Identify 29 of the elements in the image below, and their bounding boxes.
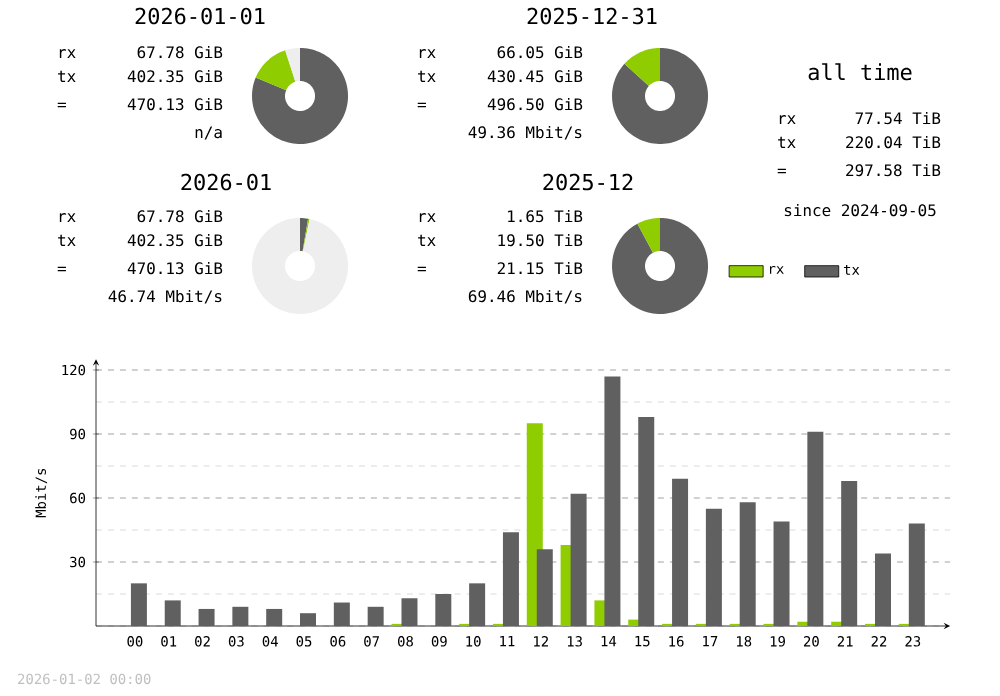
bar [502,532,519,626]
chart-title: 2025-12-31 [527,7,657,25]
bar [300,613,317,626]
bar [367,606,384,626]
bar [232,606,249,626]
bar [739,502,756,626]
chart-title: 2026-01 [181,173,271,191]
bar [130,583,147,626]
bar [164,600,181,626]
bar [435,594,452,626]
bar [266,608,283,626]
bar [841,480,858,626]
bar [807,431,824,626]
chart-title: 2026-01-01 [135,7,265,25]
bar [672,478,689,626]
bar [570,493,587,626]
bar [536,549,553,626]
chart-title: 2025-12 [543,173,633,191]
bar [198,608,215,626]
bar [604,376,621,626]
bar [705,508,722,626]
bar [908,523,925,626]
text: all time [808,63,912,81]
bar [638,416,655,626]
bar [333,602,350,626]
bar [874,553,891,626]
bar [469,583,486,626]
bar [401,598,418,626]
bar [773,521,790,626]
